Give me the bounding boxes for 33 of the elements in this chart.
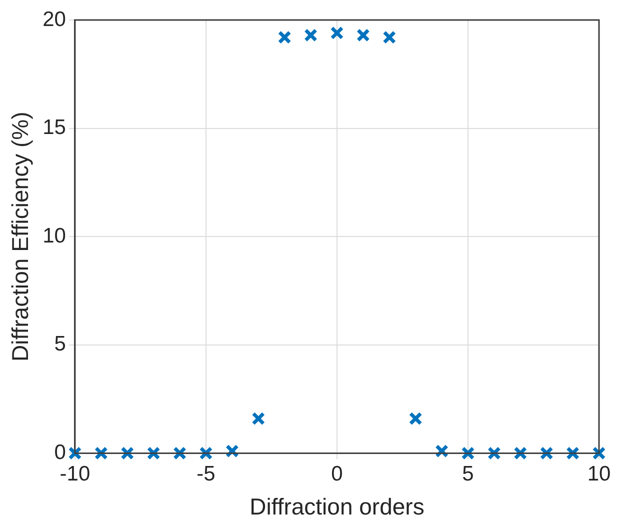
point xyxy=(278,30,292,44)
y-tick-label: 5 xyxy=(54,332,66,356)
y-axis-title: Diffraction Efficiency (%) xyxy=(7,112,34,362)
y-tick-label: 15 xyxy=(42,116,66,140)
x-tick-label: 5 xyxy=(462,462,474,486)
point xyxy=(199,446,213,460)
point xyxy=(356,28,370,42)
point xyxy=(225,444,239,458)
point xyxy=(514,446,528,460)
point xyxy=(252,412,266,426)
point xyxy=(592,446,606,460)
y-tick-label: 20 xyxy=(42,8,66,31)
x-tick-label: 10 xyxy=(587,462,611,486)
y-tick-label: 0 xyxy=(54,440,66,464)
point xyxy=(435,444,448,458)
x-tick-label: -10 xyxy=(60,462,90,486)
point xyxy=(120,446,134,460)
point xyxy=(68,446,82,460)
point xyxy=(304,28,318,42)
point xyxy=(566,446,580,460)
point xyxy=(146,446,160,460)
point xyxy=(487,446,501,460)
point xyxy=(94,446,108,460)
point xyxy=(382,30,396,44)
point xyxy=(461,446,475,460)
point xyxy=(330,26,344,40)
x-axis-title: Diffraction orders xyxy=(250,494,424,520)
point xyxy=(173,446,186,460)
point xyxy=(408,412,422,426)
y-tick-label: 10 xyxy=(42,224,66,248)
x-tick-label: -5 xyxy=(196,462,216,486)
x-tick-label: 0 xyxy=(331,462,343,486)
point xyxy=(540,446,554,460)
